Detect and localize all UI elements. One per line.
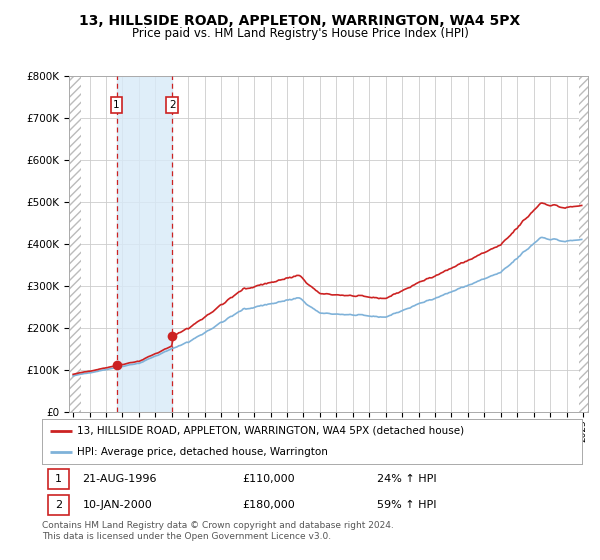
Bar [116,76,172,412]
Text: 24% ↑ HPI: 24% ↑ HPI [377,474,436,484]
Text: 59% ↑ HPI: 59% ↑ HPI [377,500,436,510]
Text: 21-AUG-1996: 21-AUG-1996 [83,474,157,484]
Bar [69,76,82,412]
Text: 13, HILLSIDE ROAD, APPLETON, WARRINGTON, WA4 5PX (detached house): 13, HILLSIDE ROAD, APPLETON, WARRINGTON,… [77,426,464,436]
Text: Price paid vs. HM Land Registry's House Price Index (HPI): Price paid vs. HM Land Registry's House … [131,27,469,40]
FancyBboxPatch shape [49,495,69,515]
Text: 2: 2 [169,100,176,110]
Text: £180,000: £180,000 [242,500,295,510]
Bar [579,76,588,412]
Text: 13, HILLSIDE ROAD, APPLETON, WARRINGTON, WA4 5PX: 13, HILLSIDE ROAD, APPLETON, WARRINGTON,… [79,14,521,28]
Text: £110,000: £110,000 [242,474,295,484]
Text: 1: 1 [55,474,62,484]
Text: 2: 2 [55,500,62,510]
Text: HPI: Average price, detached house, Warrington: HPI: Average price, detached house, Warr… [77,446,328,456]
Bar [69,76,82,412]
Bar [579,76,588,412]
Text: 10-JAN-2000: 10-JAN-2000 [83,500,152,510]
Text: Contains HM Land Registry data © Crown copyright and database right 2024.
This d: Contains HM Land Registry data © Crown c… [42,521,394,541]
FancyBboxPatch shape [49,469,69,489]
Text: 1: 1 [113,100,120,110]
